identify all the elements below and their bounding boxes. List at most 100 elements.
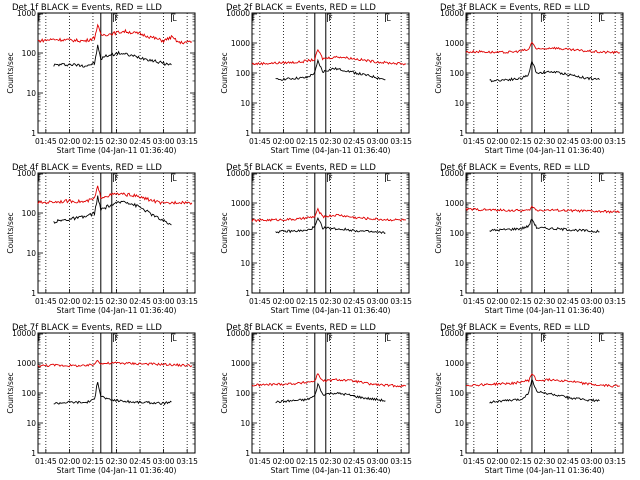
x-tick-label: 02:45 xyxy=(343,137,365,146)
series-lld-line xyxy=(251,372,407,388)
panel-title: Det 3f BLACK = Events, RED = LLD xyxy=(440,3,590,13)
y-tick-label: 1 xyxy=(459,449,464,458)
y-tick-label: 10 xyxy=(240,259,250,268)
x-tick-label: 02:45 xyxy=(557,457,579,466)
x-tick-label: 02:45 xyxy=(129,297,151,306)
y-tick-label: 10000 xyxy=(440,329,464,338)
y-tick-label: 1000 xyxy=(445,359,464,368)
l-marker-label: L xyxy=(386,174,391,183)
l-marker xyxy=(171,173,176,182)
panel-title: Det 5f BLACK = Events, RED = LLD xyxy=(226,163,376,173)
x-axis-label: Start Time (04-Jan-11 01:36:40) xyxy=(485,146,605,155)
y-tick-label: 100 xyxy=(236,389,251,398)
f-marker-label: F xyxy=(114,334,118,343)
x-axis-label: Start Time (04-Jan-11 01:36:40) xyxy=(271,466,391,475)
x-tick-label: 02:30 xyxy=(106,297,128,306)
panel-title: Det 2f BLACK = Events, RED = LLD xyxy=(226,3,376,13)
y-tick-label: 100 xyxy=(236,229,251,238)
e-marker xyxy=(466,333,471,341)
series-events-line xyxy=(489,59,600,83)
f-marker xyxy=(540,13,546,22)
x-tick-label: 02:15 xyxy=(510,297,532,306)
y-tick-label: 1000 xyxy=(231,359,250,368)
panel-title: Det 6f BLACK = Events, RED = LLD xyxy=(440,163,590,173)
l-marker xyxy=(385,173,390,182)
x-tick-label: 02:45 xyxy=(557,137,579,146)
panel-det-8: Det 8f BLACK = Events, RED = LLD 01:45 02:… xyxy=(220,323,412,475)
y-axis-label: Counts/sec xyxy=(434,372,443,413)
y-tick-label: 1 xyxy=(245,289,250,298)
f-marker-label: F xyxy=(328,334,332,343)
e-marker xyxy=(38,333,43,341)
x-tick-label: 01:45 xyxy=(463,137,485,146)
x-tick-label: 02:30 xyxy=(320,457,342,466)
series-lld-line xyxy=(465,373,620,388)
y-tick-label: 1 xyxy=(245,449,250,458)
x-axis-label: Start Time (04-Jan-11 01:36:40) xyxy=(271,306,391,315)
x-tick-label: 02:30 xyxy=(534,297,556,306)
x-tick-label: 02:15 xyxy=(82,137,104,146)
f-marker-label: F xyxy=(114,14,118,23)
x-tick-label: 02:30 xyxy=(320,137,342,146)
x-tick-label: 02:00 xyxy=(59,137,81,146)
y-tick-label: 100 xyxy=(236,69,251,78)
y-tick-label: 100 xyxy=(22,209,37,218)
x-tick-label: 02:45 xyxy=(129,457,151,466)
series-events-line xyxy=(275,217,386,235)
f-marker-label: F xyxy=(328,174,332,183)
y-tick-label: 1 xyxy=(31,289,36,298)
y-axis-label: Counts/sec xyxy=(6,52,15,93)
f-marker xyxy=(112,13,118,22)
y-tick-label: 100 xyxy=(22,389,37,398)
y-axis-label: Counts/sec xyxy=(220,212,229,253)
panel-title: Det 8f BLACK = Events, RED = LLD xyxy=(226,323,376,333)
x-tick-label: 02:30 xyxy=(106,137,128,146)
panel-det-3: Det 3f BLACK = Events, RED = LLD 01:45 02:… xyxy=(434,3,626,155)
x-tick-label: 02:00 xyxy=(59,297,81,306)
y-tick-label: 10 xyxy=(454,99,464,108)
x-axis-label: Start Time (04-Jan-11 01:36:40) xyxy=(57,466,177,475)
y-axis-label: Counts/sec xyxy=(6,372,15,413)
f-marker-label: F xyxy=(114,174,118,183)
x-tick-label: 02:15 xyxy=(82,457,104,466)
x-tick-label: 02:15 xyxy=(510,137,532,146)
y-tick-label: 10000 xyxy=(12,329,36,338)
f-marker xyxy=(112,333,118,342)
y-tick-label: 10000 xyxy=(226,9,250,18)
x-tick-label: 01:45 xyxy=(249,457,271,466)
series-lld-line xyxy=(37,23,193,45)
x-tick-label: 02:00 xyxy=(273,137,295,146)
x-tick-label: 02:30 xyxy=(534,137,556,146)
l-marker xyxy=(385,333,390,342)
l-marker xyxy=(171,333,176,342)
x-tick-label: 01:45 xyxy=(249,137,271,146)
y-axis-label: Counts/sec xyxy=(434,212,443,253)
x-tick-label: 02:45 xyxy=(343,457,365,466)
x-tick-label: 02:15 xyxy=(296,457,318,466)
l-marker-label: L xyxy=(386,14,391,23)
f-marker-label: F xyxy=(542,174,546,183)
y-tick-label: 1 xyxy=(245,129,250,138)
f-marker xyxy=(540,173,546,182)
x-tick-label: 03:00 xyxy=(581,137,603,146)
f-marker xyxy=(326,333,332,342)
e-marker xyxy=(466,13,471,21)
x-tick-label: 02:00 xyxy=(273,297,295,306)
y-tick-label: 1 xyxy=(31,449,36,458)
series-events-line xyxy=(53,44,172,68)
y-tick-label: 10 xyxy=(26,89,36,98)
panel-title: Det 1f BLACK = Events, RED = LLD xyxy=(12,3,162,13)
x-tick-label: 03:15 xyxy=(604,137,626,146)
e-marker xyxy=(38,173,43,181)
y-axis-label: Counts/sec xyxy=(220,52,229,93)
y-tick-label: 100 xyxy=(22,49,37,58)
series-events-line xyxy=(489,377,600,404)
f-marker xyxy=(112,173,118,182)
x-tick-label: 01:45 xyxy=(463,297,485,306)
l-marker-label: L xyxy=(386,334,391,343)
series-events-line xyxy=(275,382,386,404)
